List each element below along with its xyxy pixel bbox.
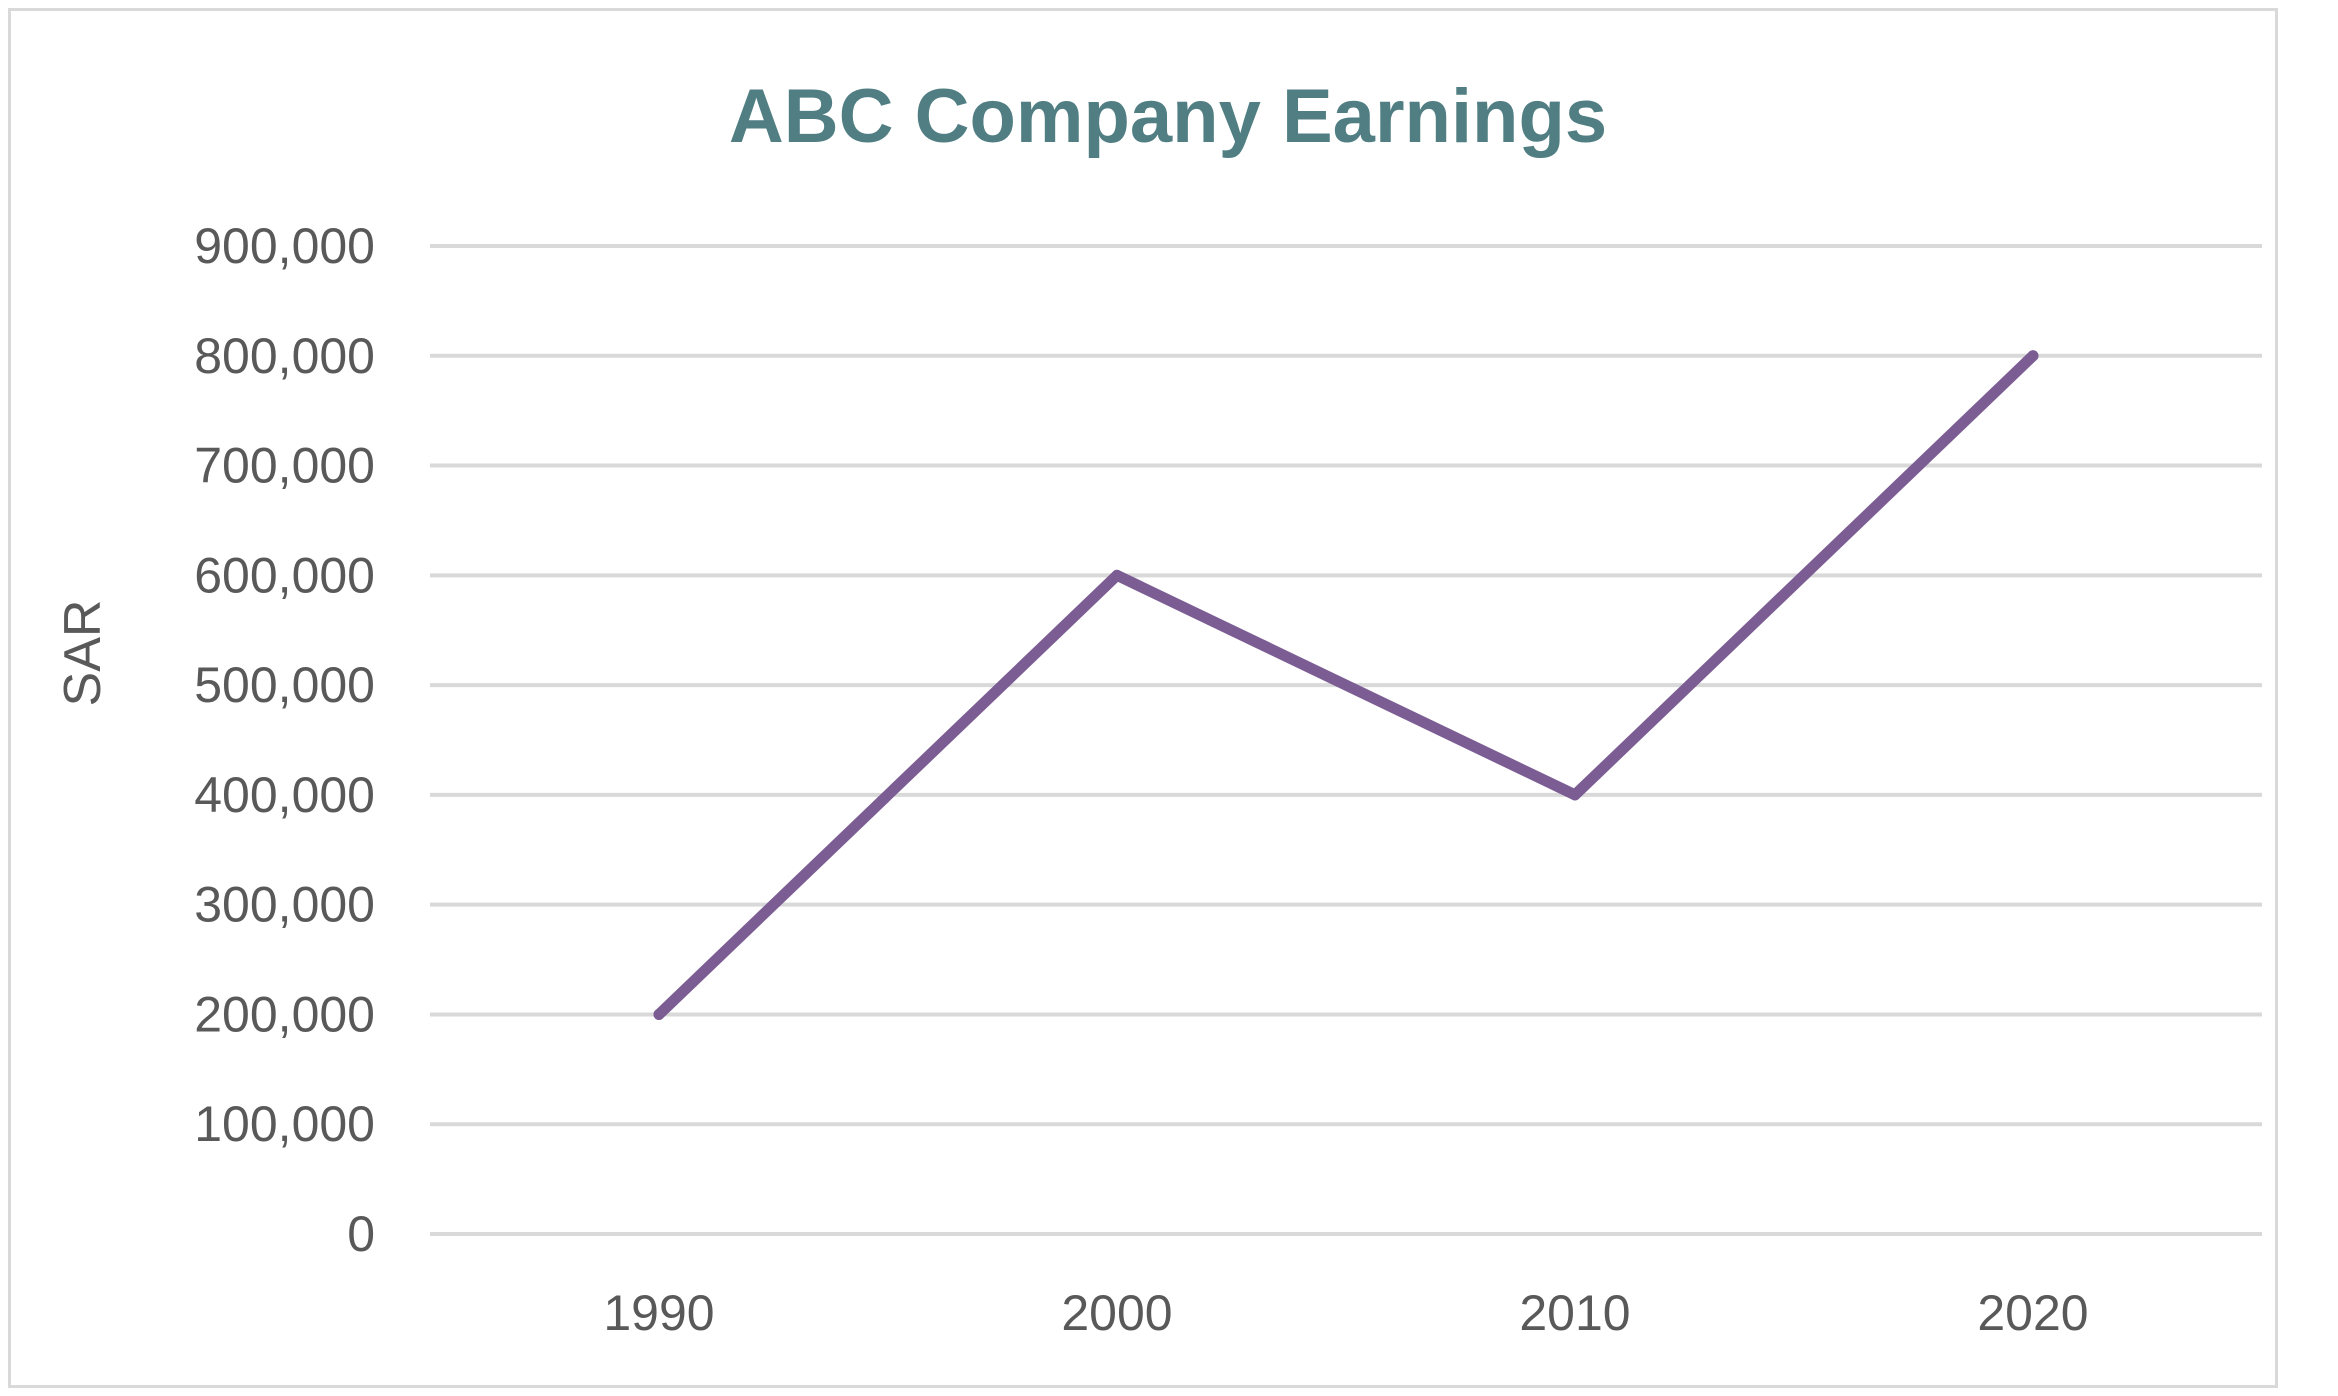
- y-tick-label: 300,000: [194, 877, 375, 933]
- y-tick-label: 0: [347, 1206, 375, 1262]
- x-tick-label: 1990: [603, 1285, 714, 1341]
- y-tick-label: 900,000: [194, 218, 375, 274]
- data-point: [1111, 569, 1123, 581]
- series-line: [653, 350, 2039, 1020]
- y-tick-label: 400,000: [194, 767, 375, 823]
- x-tick-label: 2010: [1519, 1285, 1630, 1341]
- y-tick-label: 600,000: [194, 547, 375, 603]
- y-axis-label: SAR: [54, 600, 112, 707]
- chart-title: ABC Company Earnings: [729, 74, 1607, 159]
- series-layer: [653, 350, 2039, 1020]
- x-tick-label: 2020: [1977, 1285, 2088, 1341]
- y-tick-label: 200,000: [194, 986, 375, 1042]
- chart-frame: [8, 8, 2278, 1388]
- data-point: [2027, 350, 2039, 362]
- y-tick-label: 100,000: [194, 1096, 375, 1152]
- gridlines: [430, 244, 2262, 1236]
- y-tick-label: 700,000: [194, 438, 375, 494]
- y-axis-ticks: 0 100,000 200,000 300,000 400,000 500,000 600,…: [194, 218, 375, 1262]
- x-axis-ticks: 1990 2000 2010 2020: [603, 1285, 2088, 1341]
- x-tick-label: 2000: [1061, 1285, 1172, 1341]
- y-tick-label: 500,000: [194, 657, 375, 713]
- data-point: [1569, 789, 1581, 801]
- data-point: [653, 1008, 665, 1020]
- y-tick-label: 800,000: [194, 328, 375, 384]
